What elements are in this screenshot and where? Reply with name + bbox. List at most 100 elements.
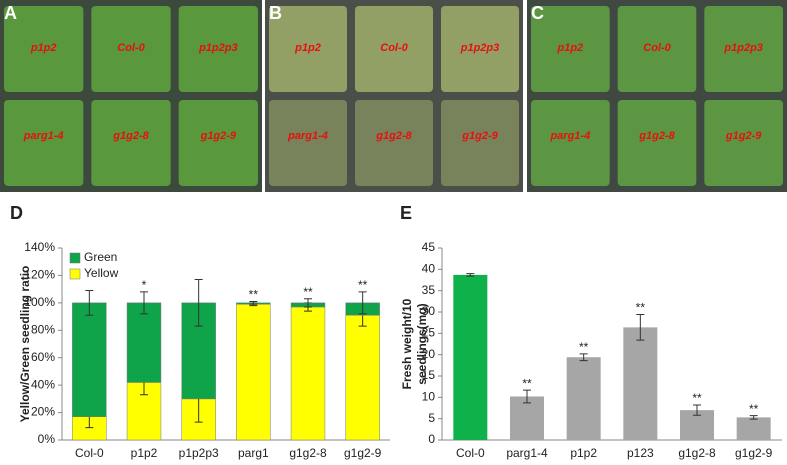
plant-cell (4, 6, 84, 92)
bar-segment (126, 302, 162, 383)
legend-label: Green (84, 250, 117, 264)
plot-label: g1g2-9 (725, 130, 762, 142)
bar (510, 396, 544, 440)
y-tick-label: 60% (31, 350, 55, 364)
y-tick-label: 5 (428, 411, 435, 425)
x-tick-label: Col-0 (75, 446, 104, 460)
plot-label: parg1-4 (287, 130, 328, 142)
error-bar (749, 415, 758, 420)
panel-letter: D (10, 203, 23, 223)
x-tick-label: p1p2 (131, 446, 158, 460)
y-tick-label: 45 (422, 240, 436, 254)
error-bar (636, 314, 645, 341)
x-tick-label: p1p2p3 (179, 446, 219, 460)
bar-segment (236, 303, 271, 441)
error-bar (249, 300, 258, 305)
bar-segment (72, 302, 107, 417)
legend-label: Yellow (84, 266, 119, 280)
plot-label: Col-0 (380, 42, 408, 54)
plant-cell (441, 6, 519, 92)
error-bar (358, 291, 367, 315)
plot-label: Col-0 (643, 42, 671, 54)
significance: ** (579, 340, 589, 354)
y-tick-label: 35 (422, 283, 436, 297)
y-axis-label: Yellow/Green seedling ratio (18, 266, 32, 423)
plot-label: g1g2-8 (112, 130, 149, 142)
error-bar (523, 389, 531, 404)
plant-cell (178, 6, 258, 92)
significance: ** (249, 288, 259, 302)
significance: ** (303, 285, 313, 299)
plot-label: g1g2-8 (375, 130, 412, 142)
plant-cell (355, 6, 433, 92)
plant-cell (4, 100, 84, 186)
error-bar (579, 353, 588, 362)
x-tick-label: g1g2-9 (344, 446, 382, 460)
x-tick-label: p1p2 (570, 446, 597, 460)
legend-swatch (69, 252, 81, 264)
error-bar (693, 404, 701, 416)
y-tick-label: 30 (422, 304, 436, 318)
plot-label: Col-0 (117, 42, 145, 54)
y-tick-label: 0 (428, 432, 435, 446)
y-tick-label: 40 (422, 262, 436, 276)
y-tick-label: 100% (24, 295, 55, 309)
plant-cell (704, 100, 783, 186)
significance: ** (636, 301, 646, 315)
plant-cell (704, 6, 783, 92)
plot-label: p1p2 (294, 42, 321, 54)
y-tick-label: 10 (422, 390, 436, 404)
significance: ** (522, 376, 532, 390)
x-tick-label: p123 (627, 446, 654, 460)
bar (566, 357, 601, 440)
y-tick-label: 0% (38, 432, 56, 446)
panel-letter: E (400, 203, 412, 223)
x-tick-label: g1g2-8 (678, 446, 716, 460)
y-tick-label: 80% (31, 322, 55, 336)
plant-cell (617, 6, 697, 92)
x-tick-label: parg1-4 (506, 446, 548, 460)
y-tick-label: 25 (422, 326, 436, 340)
plant-cell (355, 100, 433, 186)
panel-letter: B (269, 3, 282, 23)
plant-cell (269, 6, 347, 92)
plant-cell (531, 100, 610, 186)
error-bar (85, 290, 94, 316)
y-tick-label: 40% (31, 377, 55, 391)
plant-cell (617, 100, 697, 186)
plot-label: parg1-4 (23, 130, 64, 142)
y-tick-label: 20 (422, 347, 436, 361)
bar-segment (290, 306, 326, 441)
error-bar (140, 291, 148, 315)
y-tick-label: 140% (24, 240, 55, 254)
bar-segment (345, 314, 380, 441)
x-tick-label: g1g2-8 (289, 446, 327, 460)
bar (453, 274, 488, 440)
significance: ** (749, 402, 759, 416)
plant-cell (91, 6, 171, 92)
x-tick-label: Col-0 (456, 446, 485, 460)
plot-label: g1g2-8 (638, 130, 675, 142)
plant-cell (178, 100, 258, 186)
plant-cell (531, 6, 610, 92)
bar (736, 417, 771, 440)
y-axis-label: Fresh weight/10 (400, 298, 414, 389)
plot-label: parg1-4 (549, 130, 590, 142)
plot-label: p1p2 (30, 42, 57, 54)
y-tick-label: 120% (24, 268, 55, 282)
x-tick-label: g1g2-9 (735, 446, 773, 460)
plot-label: p1p2p3 (460, 42, 500, 54)
significance: ** (692, 391, 702, 405)
plot-label: g1g2-9 (200, 130, 237, 142)
plot-label: p1p2p3 (723, 42, 763, 54)
plant-cell (91, 100, 171, 186)
significance: ** (358, 278, 368, 292)
x-tick-label: parg1 (238, 446, 269, 460)
plot-label: p1p2p3 (198, 42, 238, 54)
error-bar (304, 298, 312, 308)
plant-cell (269, 100, 347, 186)
legend-swatch (69, 268, 81, 280)
plot-label: p1p2 (556, 42, 583, 54)
panel-letter: A (4, 3, 17, 23)
